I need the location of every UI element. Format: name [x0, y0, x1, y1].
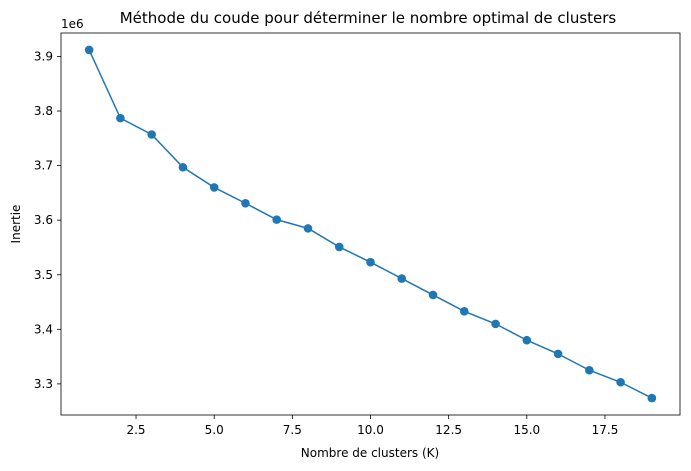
x-tick-label: 5.0	[205, 423, 224, 437]
y-tick-label: 3.3	[34, 377, 53, 391]
x-tick-label: 7.5	[283, 423, 302, 437]
data-point	[585, 365, 594, 375]
y-tick-label: 3.4	[34, 322, 53, 336]
data-point	[647, 393, 657, 403]
data-point	[334, 242, 344, 252]
data-point	[84, 45, 94, 55]
data-point	[147, 130, 156, 139]
data-point	[522, 335, 532, 345]
x-tick-label: 10.0	[357, 423, 384, 437]
chart-title: Méthode du coude pour déterminer le nomb…	[120, 9, 617, 27]
series-points	[84, 45, 657, 403]
data-point	[116, 113, 125, 123]
x-tick-label: 17.5	[592, 423, 619, 437]
data-point	[209, 183, 219, 192]
y-axis-ticks: 3.3 3.4 3.5 3.6 3.7 3.8 3.9	[34, 49, 61, 391]
data-point	[241, 198, 250, 208]
y-tick-label: 3.5	[34, 268, 53, 282]
data-point	[272, 215, 282, 224]
x-axis-ticks: 2.5 5.0 7.5 10.0 12.5 15.0 17.5	[126, 415, 618, 437]
plot-frame	[60, 32, 681, 416]
x-axis-label: Nombre de clusters (K)	[301, 446, 439, 460]
y-tick-label: 3.6	[34, 213, 53, 227]
y-axis-offset-label: 1e6	[61, 17, 84, 31]
x-tick-label: 12.5	[435, 423, 462, 437]
data-point	[397, 274, 407, 283]
data-point	[178, 162, 188, 172]
y-tick-label: 3.9	[34, 49, 53, 63]
y-tick-label: 3.7	[34, 159, 53, 173]
x-tick-label: 15.0	[513, 423, 540, 437]
data-point	[459, 307, 469, 316]
y-axis-label: Inertie	[9, 205, 23, 244]
data-point	[428, 290, 438, 300]
data-point	[553, 349, 563, 359]
x-tick-label: 2.5	[126, 423, 145, 437]
data-point	[616, 377, 625, 387]
data-point	[366, 257, 375, 267]
y-tick-label: 3.8	[34, 104, 53, 118]
data-point	[491, 319, 500, 329]
data-point	[303, 224, 313, 233]
